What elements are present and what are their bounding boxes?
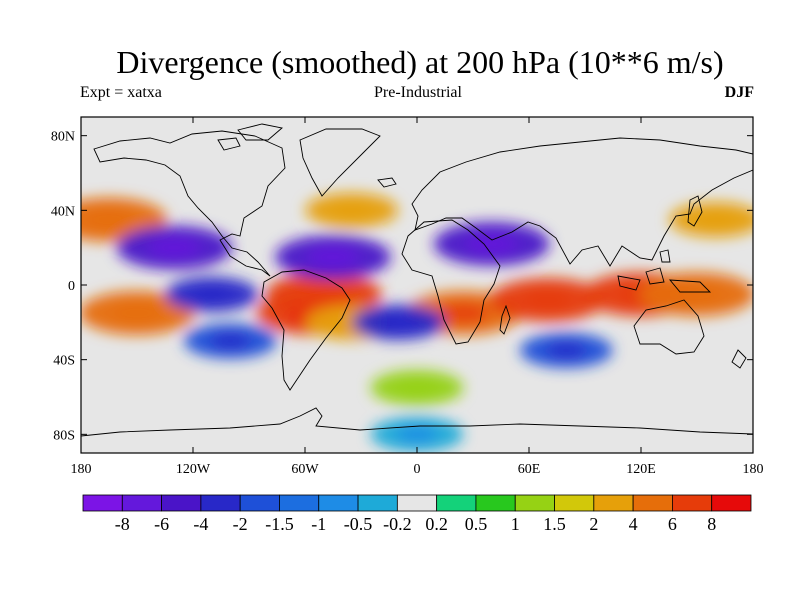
colorbar-label: 1	[511, 514, 520, 534]
lon-label: 180	[743, 462, 764, 477]
colorbar-label: -1.5	[265, 514, 294, 534]
colorbar-swatch-8	[396, 494, 438, 512]
colorbar-label: -4	[193, 514, 208, 534]
colorbar-swatch-15	[672, 494, 713, 512]
axis-ticks	[80, 117, 754, 453]
field-core-15	[377, 314, 420, 331]
field-core-11	[148, 237, 201, 258]
lat-label: 80N	[51, 130, 75, 145]
field-core-13	[465, 233, 518, 254]
colorbar-label: -1	[311, 514, 326, 534]
colorbar: -8 -6 -4 -2 -1.5 -1 -0.5 -0.2 0.2 0.5 1 1.5 2 4 6 8	[82, 494, 752, 534]
colorbar-label: 2	[589, 514, 598, 534]
colorbar-swatch-14	[632, 494, 673, 512]
field-core-12	[307, 247, 359, 267]
colorbar-label: 0.2	[425, 514, 448, 534]
colorbar-swatch-6	[318, 494, 359, 512]
lon-label: 120W	[176, 462, 211, 477]
colorbar-label: -2	[233, 514, 248, 534]
colorbar-swatch-5	[279, 494, 320, 512]
field-core-3	[437, 303, 490, 323]
lat-label: 80S	[53, 428, 75, 443]
field-core-18	[396, 379, 438, 396]
field-core-19	[396, 426, 438, 443]
season-label: DJF	[724, 84, 754, 101]
lon-label: 60E	[518, 462, 541, 477]
colorbar-label: -8	[115, 514, 130, 534]
colorbar-label: 4	[629, 514, 638, 534]
colorbar-swatch-3	[200, 494, 241, 512]
lon-label: 180	[71, 462, 92, 477]
colorbar-swatch-10	[475, 494, 516, 512]
field-core-6	[671, 284, 723, 305]
colorbar-swatch-0	[82, 494, 123, 512]
colorbar-swatch-13	[593, 494, 634, 512]
lat-label: 40S	[53, 354, 75, 369]
colorbar-swatch-1	[121, 494, 162, 512]
colorbar-label: -0.2	[383, 514, 412, 534]
colorbar-label: 8	[707, 514, 716, 534]
colorbar-swatch-12	[554, 494, 595, 512]
field-core-14	[190, 286, 233, 303]
lon-label: 0	[414, 462, 421, 477]
colorbar-label: 6	[668, 514, 677, 534]
map-title: Divergence (smoothed) at 200 hPa (10**6 …	[116, 44, 724, 80]
coastlines	[81, 123, 753, 437]
lon-label: 120E	[626, 462, 656, 477]
field-core-4	[521, 289, 574, 310]
lon-label: 60W	[291, 462, 319, 477]
field-core-16	[545, 342, 588, 359]
colorbar-label: -6	[154, 514, 169, 534]
colorbar-swatch-7	[357, 494, 398, 512]
field-core-7	[111, 303, 163, 323]
colorbar-swatch-4	[239, 494, 280, 512]
colorbar-swatch-11	[514, 494, 555, 512]
field-core-1	[297, 284, 350, 305]
divergence-field	[81, 117, 753, 453]
lat-label: 0	[68, 279, 75, 294]
field-core-10	[694, 211, 737, 228]
colorbar-label: 0.5	[465, 514, 488, 534]
colorbar-label: 1.5	[543, 514, 566, 534]
field-core-17	[209, 333, 252, 349]
colorbar-swatch-2	[161, 494, 202, 512]
colorbar-label: -0.5	[344, 514, 373, 534]
scenario-label: Pre-Industrial	[374, 84, 462, 101]
field-core-9	[330, 202, 373, 219]
field-core-8	[83, 209, 135, 230]
colorbar-swatch-16	[711, 494, 752, 512]
lat-label: 40N	[51, 204, 75, 219]
colorbar-swatch-9	[436, 494, 477, 512]
experiment-label: Expt = xatxa	[80, 84, 162, 101]
